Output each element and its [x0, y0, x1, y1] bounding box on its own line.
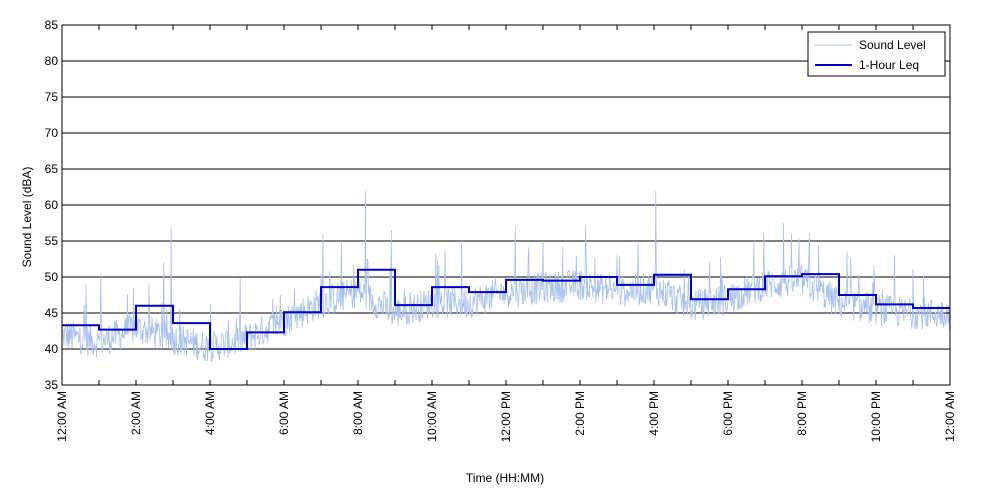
y-tick-label: 85 [45, 18, 59, 32]
axes: 35 40 45 50 55 60 65 70 75 80 85 12:00 AM 2:00 AM 4:0… [45, 18, 957, 442]
y-tick-label: 80 [45, 54, 59, 68]
x-tick-label: 2:00 AM [129, 391, 143, 435]
x-tick-label: 12:00 AM [943, 391, 957, 442]
x-tick-label: 8:00 PM [795, 391, 809, 436]
x-tick-label: 12:00 PM [499, 391, 513, 442]
y-tick-label: 60 [45, 198, 59, 212]
horizontal-gridlines [62, 60, 950, 350]
y-tick-label: 75 [45, 90, 59, 104]
x-axis-title: Time (HH:MM) [466, 471, 544, 485]
y-tick-label: 50 [45, 270, 59, 284]
y-tick-label: 45 [45, 306, 59, 320]
y-axis-title: Sound Level (dBA) [20, 167, 34, 268]
legend: Sound Level 1-Hour Leq [807, 31, 946, 77]
x-tick-label: 12:00 AM [55, 391, 69, 442]
x-tick-label: 2:00 PM [573, 391, 587, 436]
y-tick-label: 55 [45, 234, 59, 248]
y-tick-label: 70 [45, 126, 59, 140]
x-tick-label: 10:00 PM [869, 391, 883, 442]
legend-label-sound-level: Sound Level [859, 38, 926, 52]
x-tick-label: 10:00 AM [425, 391, 439, 442]
x-tick-label: 6:00 AM [277, 391, 291, 435]
x-tick-label: 4:00 PM [647, 391, 661, 436]
y-tick-label: 35 [45, 378, 59, 392]
series-lines [61, 190, 951, 362]
series-sound-level [61, 190, 951, 362]
legend-box [807, 31, 946, 77]
series-1-hour-leq [62, 268, 950, 350]
x-tick-label: 6:00 PM [721, 391, 735, 436]
legend-label-1-hour-leq: 1-Hour Leq [859, 58, 919, 72]
y-tick-label: 65 [45, 162, 59, 176]
x-tick-label: 4:00 AM [203, 391, 217, 435]
y-tick-label: 40 [45, 342, 59, 356]
x-tick-label: 8:00 AM [351, 391, 365, 435]
